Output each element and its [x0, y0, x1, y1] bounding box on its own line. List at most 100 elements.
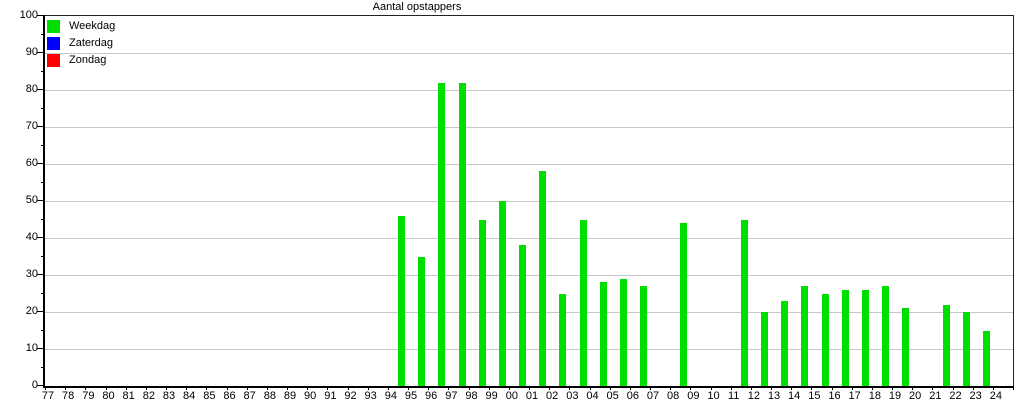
y-minor-tick-15 — [41, 329, 45, 331]
y-minor-tick-95 — [41, 33, 45, 35]
x-tick — [206, 387, 208, 390]
bar-weekdag-15 — [821, 293, 829, 386]
bar-weekdag-97 — [458, 82, 466, 386]
x-axis-label: 15 — [808, 390, 821, 400]
x-axis-label: 90 — [304, 390, 317, 400]
x-tick — [468, 387, 470, 390]
x-axis-label: 79 — [82, 390, 95, 400]
y-major-tick-60 — [37, 163, 45, 164]
x-axis-label: 81 — [122, 390, 135, 400]
x-tick — [529, 387, 530, 390]
bar-weekdag-95 — [418, 256, 426, 386]
y-major-tick-10 — [37, 348, 45, 349]
x-axis-label: 77 — [41, 390, 55, 400]
x-tick — [105, 387, 107, 390]
gridline-10 — [45, 348, 1013, 350]
bar-weekdag-22 — [962, 312, 970, 386]
legend-row-weekdag: Weekdag — [47, 18, 115, 35]
x-axis-label: 23 — [969, 390, 982, 400]
x-axis-label: 16 — [828, 390, 841, 400]
bar-weekdag-04 — [599, 282, 607, 386]
bar-weekdag-14 — [801, 286, 809, 386]
y-major-tick-0 — [37, 385, 45, 386]
x-tick — [347, 387, 349, 390]
bar-weekdag-01 — [539, 171, 547, 386]
x-tick — [589, 387, 591, 390]
y-minor-tick-5 — [41, 366, 45, 368]
x-axis-label: 06 — [626, 390, 639, 400]
x-tick — [912, 387, 914, 390]
x-tick — [629, 387, 631, 390]
x-tick — [508, 387, 510, 390]
legend-label: Weekdag — [69, 20, 116, 32]
bar-weekdag-13 — [781, 300, 789, 386]
legend-row-zaterdag: Zaterdag — [47, 35, 115, 52]
y-minor-tick-45 — [41, 218, 45, 220]
bar-weekdag-03 — [579, 219, 587, 386]
gridline-80 — [45, 89, 1013, 91]
x-axis-label: 04 — [586, 390, 599, 400]
gridline-50 — [45, 200, 1013, 202]
chart-title: Aantal opstappers — [372, 1, 462, 13]
x-tick — [952, 387, 954, 390]
x-tick — [871, 387, 873, 390]
bar-weekdag-08 — [680, 223, 688, 386]
y-major-tick-70 — [37, 126, 45, 127]
y-major-tick-50 — [37, 200, 45, 201]
x-axis-label: 10 — [707, 390, 720, 400]
x-tick — [408, 387, 409, 390]
bar-weekdag-96 — [438, 82, 446, 386]
bar-weekdag-00 — [519, 245, 527, 386]
x-axis-label: 78 — [62, 390, 75, 400]
x-tick — [367, 387, 369, 390]
x-tick — [569, 387, 571, 390]
y-minor-tick-65 — [41, 144, 45, 146]
y-major-tick-30 — [37, 274, 45, 275]
legend: Weekdag Zaterdag Zondag — [47, 18, 115, 69]
x-tick — [327, 387, 329, 390]
bar-weekdag-06 — [640, 286, 648, 386]
x-axis-label: 13 — [767, 390, 781, 400]
x-tick — [186, 387, 188, 390]
plot-area: Weekdag Zaterdag Zondag — [43, 15, 1014, 388]
legend-row-zondag: Zondag — [47, 52, 115, 69]
legend-swatch-zaterdag — [47, 37, 60, 50]
x-tick — [448, 387, 450, 390]
legend-label: Zondag — [69, 54, 107, 66]
x-tick — [307, 387, 309, 390]
x-tick — [266, 387, 268, 390]
gridline-20 — [45, 311, 1013, 313]
y-major-tick-80 — [37, 89, 45, 90]
legend-swatch-zondag — [47, 54, 60, 67]
x-axis-label: 94 — [384, 390, 397, 400]
x-tick — [771, 387, 772, 390]
x-tick — [992, 387, 994, 390]
x-axis-label: 95 — [404, 390, 418, 400]
x-axis-label: 84 — [183, 390, 196, 400]
x-axis-label: 98 — [465, 390, 478, 400]
gridline-90 — [45, 52, 1013, 54]
x-tick — [690, 387, 692, 390]
x-tick — [488, 387, 490, 390]
x-tick — [166, 387, 167, 390]
x-axis-label: 96 — [425, 390, 438, 400]
bar-weekdag-99 — [498, 201, 506, 386]
x-tick — [670, 387, 672, 390]
bar-weekdag-17 — [861, 289, 869, 386]
bar-weekdag-05 — [619, 278, 627, 386]
bar-weekdag-18 — [882, 286, 890, 386]
x-axis-label: 11 — [727, 390, 740, 400]
x-axis-label: 20 — [909, 390, 922, 400]
x-tick — [1013, 387, 1014, 390]
y-minor-tick-75 — [41, 107, 45, 109]
x-tick — [851, 387, 853, 390]
x-tick — [226, 387, 228, 390]
x-axis-label: 91 — [324, 390, 337, 400]
legend-label: Zaterdag — [69, 37, 114, 49]
x-axis-label: 92 — [344, 390, 357, 400]
x-tick — [892, 387, 893, 390]
x-tick — [609, 387, 611, 390]
x-tick — [145, 387, 147, 390]
x-tick — [932, 387, 934, 390]
x-axis-label: 17 — [848, 390, 861, 400]
